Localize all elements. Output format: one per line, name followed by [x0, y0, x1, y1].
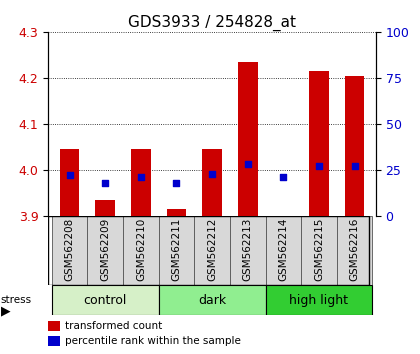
- Text: GSM562211: GSM562211: [171, 217, 181, 281]
- Text: GSM562214: GSM562214: [278, 217, 288, 281]
- Text: ▶: ▶: [1, 305, 10, 318]
- Bar: [337, 216, 373, 285]
- Bar: [52, 285, 159, 315]
- Text: GSM562212: GSM562212: [207, 217, 217, 281]
- Text: dark: dark: [198, 293, 226, 307]
- Point: [280, 175, 287, 180]
- Point: [66, 173, 73, 178]
- Point: [137, 175, 144, 180]
- Bar: [265, 285, 373, 315]
- Bar: [167, 209, 186, 216]
- Bar: [52, 216, 87, 285]
- Bar: [60, 149, 79, 216]
- Bar: [87, 216, 123, 285]
- Bar: [230, 216, 265, 285]
- Title: GDS3933 / 254828_at: GDS3933 / 254828_at: [128, 14, 296, 30]
- Point: [244, 161, 251, 167]
- Text: control: control: [84, 293, 127, 307]
- Point: [351, 164, 358, 169]
- Bar: [345, 75, 364, 216]
- Text: percentile rank within the sample: percentile rank within the sample: [65, 336, 240, 346]
- Bar: [131, 149, 151, 216]
- Bar: [159, 216, 194, 285]
- Text: transformed count: transformed count: [65, 321, 162, 331]
- Bar: [238, 62, 257, 216]
- Text: high light: high light: [289, 293, 349, 307]
- Bar: [159, 285, 265, 315]
- Bar: [301, 216, 337, 285]
- Text: GSM562213: GSM562213: [243, 217, 253, 281]
- Point: [209, 171, 215, 176]
- Point: [173, 180, 180, 185]
- Bar: [95, 200, 115, 216]
- Text: GSM562215: GSM562215: [314, 217, 324, 281]
- Bar: [309, 71, 329, 216]
- Text: GSM562216: GSM562216: [349, 217, 360, 281]
- Bar: [48, 336, 60, 347]
- Text: GSM562209: GSM562209: [100, 217, 110, 281]
- Bar: [194, 216, 230, 285]
- Text: GSM562210: GSM562210: [136, 217, 146, 281]
- Bar: [48, 321, 60, 331]
- Point: [102, 180, 109, 185]
- Bar: [265, 216, 301, 285]
- Text: stress: stress: [1, 295, 32, 305]
- Text: GSM562208: GSM562208: [65, 217, 75, 281]
- Point: [315, 164, 322, 169]
- Bar: [123, 216, 159, 285]
- Bar: [202, 149, 222, 216]
